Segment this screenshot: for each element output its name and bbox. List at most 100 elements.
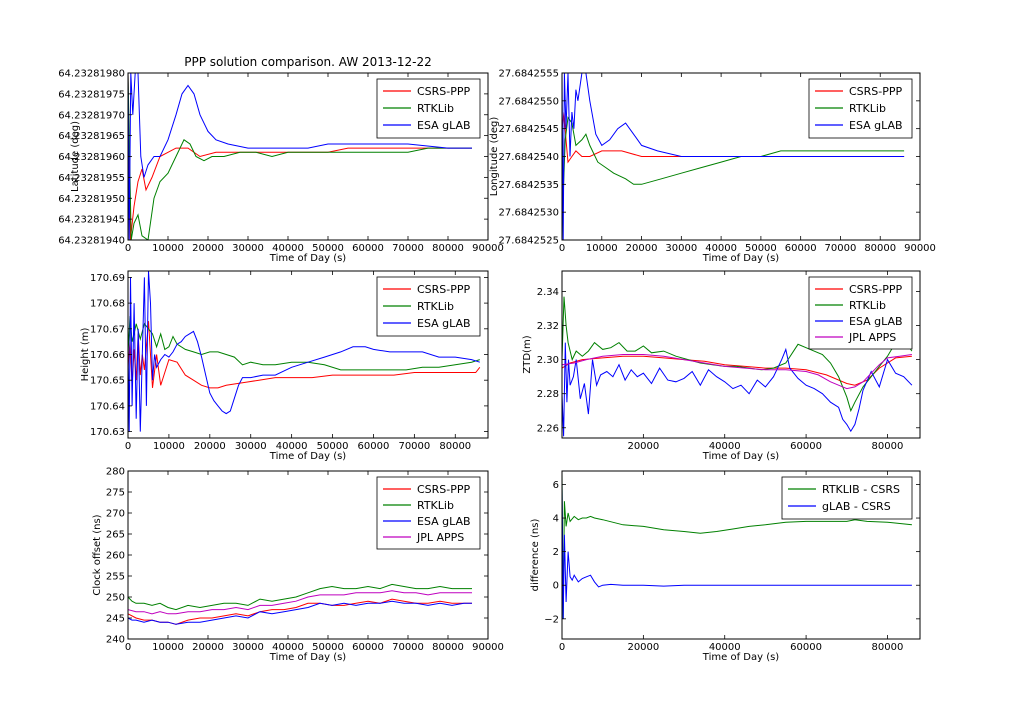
- plot-frame: [561, 270, 921, 439]
- y-axis-label: Latitude (deg): [70, 121, 81, 192]
- series-group: [562, 296, 913, 437]
- y-tick-label: 2.34: [537, 287, 559, 298]
- x-tick-label: 80000: [864, 243, 896, 254]
- y-tick-label: 64.23281975: [58, 89, 125, 100]
- x-tick-label: 20000: [627, 441, 659, 452]
- y-tick-label: 2.32: [537, 321, 559, 332]
- legend: CSRS-PPP RTKLib ESA gLAB JPL APPS: [376, 476, 481, 550]
- y-tick-label: 260: [106, 551, 125, 562]
- legend-label: JPL APPS: [416, 531, 464, 544]
- y-axis-label: Clock offset (ns): [92, 514, 103, 595]
- x-tick-label: 90000: [472, 243, 504, 254]
- y-axis-label: Height (m): [80, 328, 91, 382]
- y-tick-label: 2.26: [537, 423, 559, 434]
- y-axis-label: Longitude (deg): [489, 117, 500, 197]
- x-tick-label: 10000: [153, 441, 185, 452]
- legend-label: JPL APPS: [848, 331, 896, 344]
- x-tick-label: 30000: [232, 642, 264, 653]
- legend-label: ESA gLAB: [417, 515, 471, 528]
- y-tick-label: 64.23281940: [58, 236, 125, 247]
- x-tick-label: 40000: [272, 642, 304, 653]
- series-line-glab-csrs: [562, 484, 912, 619]
- x-tick-label: 50000: [312, 642, 344, 653]
- x-tick-label: 20000: [192, 642, 224, 653]
- legend: CSRS-PPP RTKLib ESA gLAB: [376, 78, 481, 139]
- series-group: [128, 73, 472, 240]
- legend: CSRS-PPP RTKLib ESA gLAB: [808, 78, 913, 139]
- y-tick-label: 6: [553, 480, 559, 491]
- y-tick-label: 27.6842555: [499, 69, 559, 80]
- x-tick-label: 40000: [276, 441, 308, 452]
- legend-label: RTKLib: [849, 299, 886, 312]
- x-axis-label: Time of Day (s): [269, 451, 347, 462]
- y-tick-label: 170.69: [90, 273, 125, 284]
- x-tick-label: 30000: [665, 243, 697, 254]
- y-tick-label: 240: [106, 635, 125, 646]
- legend-label: gLAB - CSRS: [822, 500, 891, 513]
- legend-label: ESA gLAB: [849, 315, 903, 328]
- x-tick-label: 0: [125, 243, 131, 254]
- y-tick-label: 0: [553, 581, 559, 592]
- series-line-jpl-apps: [128, 590, 472, 615]
- x-tick-label: 40000: [709, 441, 741, 452]
- x-axis-label: Time of Day (s): [269, 253, 347, 264]
- y-tick-label: 27.6842545: [499, 124, 559, 135]
- legend-label: RTKLIB - CSRS: [822, 483, 900, 496]
- chart-panel-2: 0 10000 20000 30000 40000 50000 60000 70000 8000…: [489, 69, 936, 265]
- legend-label: CSRS-PPP: [849, 283, 903, 296]
- legend-label: RTKLib: [849, 102, 886, 115]
- legend-label: CSRS-PPP: [417, 283, 471, 296]
- legend-box: [781, 476, 913, 520]
- x-tick-label: 60000: [352, 642, 384, 653]
- x-tick-label: 0: [125, 441, 131, 452]
- legend-label: CSRS-PPP: [417, 483, 471, 496]
- x-tick-label: 10000: [152, 243, 184, 254]
- series-line-esa-glab: [562, 342, 913, 437]
- y-axis-label: ZTD(m): [522, 335, 533, 373]
- x-tick-label: 0: [559, 642, 565, 653]
- y-tick-label: 275: [106, 488, 125, 499]
- y-tick-label: 170.67: [90, 324, 125, 335]
- y-tick-label: 27.6842530: [499, 208, 559, 219]
- x-tick-label: 0: [125, 642, 131, 653]
- x-tick-label: 30000: [232, 243, 264, 254]
- x-tick-label: 90000: [472, 642, 504, 653]
- y-tick-label: 64.23281955: [58, 173, 125, 184]
- series-line-csrs-ppp: [128, 73, 472, 240]
- legend-label: CSRS-PPP: [849, 85, 903, 98]
- x-axis-label: Time of Day (s): [702, 652, 780, 663]
- series-line-rtklib: [562, 116, 905, 240]
- x-axis-label: Time of Day (s): [702, 253, 780, 264]
- x-tick-label: 50000: [745, 243, 777, 254]
- series-group: [128, 583, 472, 625]
- series-line-rtklib: [128, 73, 472, 240]
- x-tick-label: 80000: [439, 441, 471, 452]
- chart-panel-1: 0 10000 20000 30000 40000 50000 60000 70000 8000…: [58, 69, 504, 265]
- y-tick-label: 64.23281950: [58, 194, 125, 205]
- y-tick-label: 4: [553, 514, 559, 525]
- x-tick-label: 20000: [627, 642, 659, 653]
- x-tick-label: 60000: [358, 441, 390, 452]
- x-tick-label: 50000: [312, 243, 344, 254]
- y-axis-label: difference (ns): [530, 519, 541, 592]
- y-tick-label: 64.23281980: [58, 69, 125, 80]
- y-tick-label: 255: [106, 572, 125, 583]
- x-tick-label: 60000: [790, 642, 822, 653]
- y-tick-label: 27.6842550: [499, 96, 559, 107]
- y-tick-label: 64.23281945: [58, 215, 125, 226]
- x-tick-label: 90000: [904, 243, 936, 254]
- series-line-esa-glab: [128, 271, 480, 432]
- series-line-csrs-ppp: [128, 321, 481, 389]
- x-tick-label: 20000: [626, 243, 658, 254]
- legend: RTKLIB - CSRS gLAB - CSRS: [781, 476, 913, 520]
- x-tick-label: 10000: [152, 642, 184, 653]
- x-tick-label: 60000: [352, 243, 384, 254]
- series-line-jpl-apps: [562, 354, 912, 390]
- x-tick-label: 80000: [872, 441, 904, 452]
- x-tick-label: 40000: [705, 243, 737, 254]
- y-tick-label: 27.6842535: [499, 180, 559, 191]
- y-tick-label: 27.6842540: [499, 152, 559, 163]
- x-tick-label: 50000: [317, 441, 349, 452]
- y-tick-label: 2: [553, 547, 559, 558]
- x-tick-label: 20000: [194, 441, 226, 452]
